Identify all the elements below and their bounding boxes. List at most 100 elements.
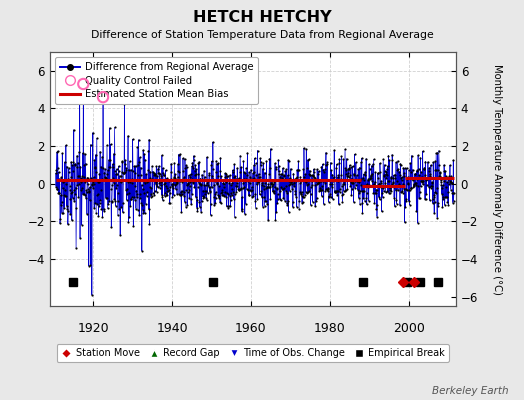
Point	[341, 164, 349, 171]
Point	[111, 124, 119, 131]
Point	[289, 199, 297, 205]
Point	[148, 163, 156, 169]
Point	[355, 179, 363, 185]
Point	[206, 201, 215, 208]
Point	[341, 146, 350, 153]
Point	[112, 166, 121, 172]
Point	[209, 165, 217, 172]
Point	[350, 170, 358, 177]
Point	[200, 194, 209, 200]
Point	[272, 164, 280, 170]
Point	[95, 200, 104, 206]
Point	[52, 167, 61, 174]
Point	[204, 178, 212, 184]
Point	[361, 169, 369, 175]
Point	[174, 161, 182, 167]
Point	[317, 164, 325, 170]
Point	[190, 184, 199, 190]
Point	[211, 189, 220, 196]
Point	[72, 205, 81, 212]
Point	[68, 217, 76, 223]
Point	[260, 203, 269, 209]
Point	[362, 195, 370, 201]
Point	[279, 165, 287, 171]
Point	[96, 197, 105, 203]
Point	[160, 193, 169, 199]
Point	[52, 149, 61, 155]
Point	[195, 204, 204, 210]
Point	[352, 159, 360, 166]
Point	[249, 170, 257, 177]
Point	[165, 200, 173, 206]
Point	[346, 183, 355, 189]
Point	[119, 170, 128, 176]
Point	[137, 200, 145, 206]
Point	[74, 194, 83, 200]
Point	[233, 177, 242, 184]
Point	[321, 166, 329, 172]
Point	[134, 206, 142, 213]
Point	[143, 193, 151, 199]
Point	[319, 178, 327, 184]
Point	[338, 191, 346, 198]
Point	[159, 172, 168, 178]
Point	[290, 178, 298, 184]
Point	[356, 201, 364, 208]
Point	[256, 155, 265, 162]
Point	[348, 163, 357, 170]
Point	[425, 164, 433, 171]
Point	[266, 165, 274, 172]
Point	[83, 174, 92, 181]
Point	[158, 194, 167, 200]
Point	[243, 150, 252, 156]
Point	[394, 166, 402, 172]
Point	[63, 176, 72, 182]
Point	[284, 157, 292, 163]
Point	[318, 193, 326, 199]
Point	[71, 190, 80, 197]
Point	[149, 176, 158, 183]
Point	[442, 194, 451, 200]
Point	[252, 204, 260, 211]
Point	[103, 142, 111, 148]
Point	[271, 166, 280, 172]
Point	[410, 181, 419, 188]
Point	[396, 172, 404, 178]
Point	[313, 195, 321, 202]
Point	[287, 166, 295, 172]
Point	[421, 196, 429, 202]
Point	[302, 182, 311, 188]
Point	[279, 195, 288, 202]
Point	[70, 126, 78, 133]
Point	[220, 181, 228, 188]
Point	[77, 179, 85, 185]
Point	[283, 172, 292, 179]
Point	[168, 183, 176, 189]
Point	[157, 192, 166, 198]
Point	[328, 184, 336, 190]
Point	[436, 177, 445, 183]
Point	[178, 188, 186, 194]
Point	[336, 177, 345, 183]
Point	[54, 165, 62, 171]
Point	[348, 186, 356, 192]
Point	[115, 168, 123, 174]
Point	[216, 168, 224, 174]
Point	[263, 184, 271, 190]
Point	[358, 174, 367, 181]
Point	[71, 161, 79, 168]
Text: 1960: 1960	[235, 322, 267, 335]
Point	[390, 184, 399, 190]
Point	[329, 196, 337, 202]
Point	[277, 171, 285, 177]
Point	[252, 172, 260, 178]
Point	[119, 170, 128, 176]
Point	[172, 179, 181, 186]
Text: 2000: 2000	[392, 322, 424, 335]
Point	[256, 174, 264, 180]
Point	[145, 136, 154, 143]
Point	[195, 158, 203, 165]
Point	[96, 187, 105, 194]
Point	[134, 162, 143, 168]
Point	[193, 184, 202, 190]
